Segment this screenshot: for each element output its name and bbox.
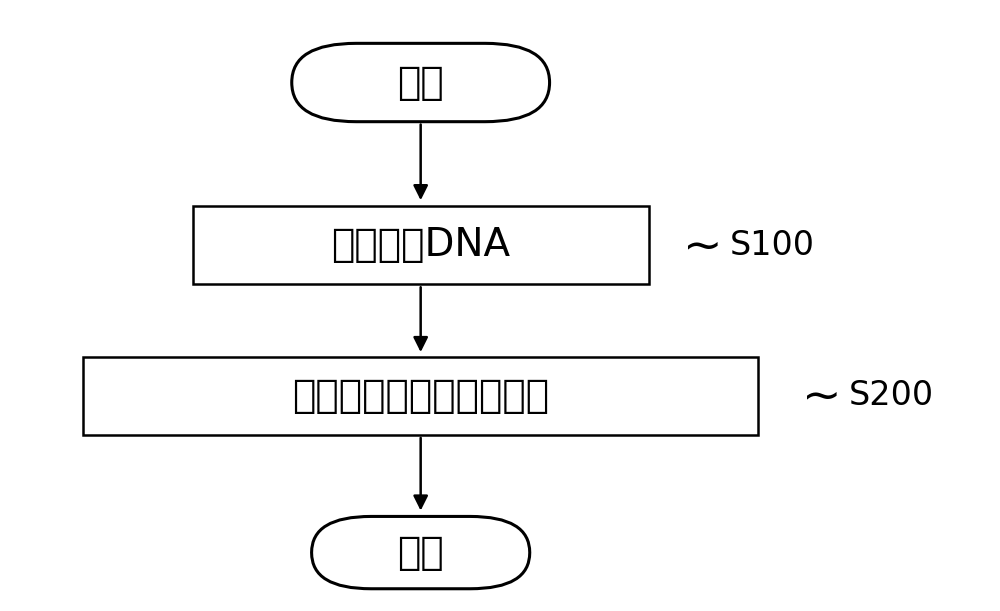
Text: ~: ~ — [683, 224, 723, 269]
FancyBboxPatch shape — [312, 516, 530, 589]
FancyBboxPatch shape — [292, 43, 550, 122]
Bar — [83, 357, 758, 435]
Text: 开始: 开始 — [397, 64, 444, 101]
Text: 结束: 结束 — [397, 533, 444, 572]
Text: S100: S100 — [730, 229, 815, 262]
Bar — [193, 206, 649, 284]
Text: S200: S200 — [849, 379, 934, 412]
Text: 使用试剂盒进行文库构建: 使用试剂盒进行文库构建 — [292, 377, 549, 415]
Text: 准备样本DNA: 准备样本DNA — [331, 226, 510, 264]
Text: ~: ~ — [802, 375, 842, 420]
